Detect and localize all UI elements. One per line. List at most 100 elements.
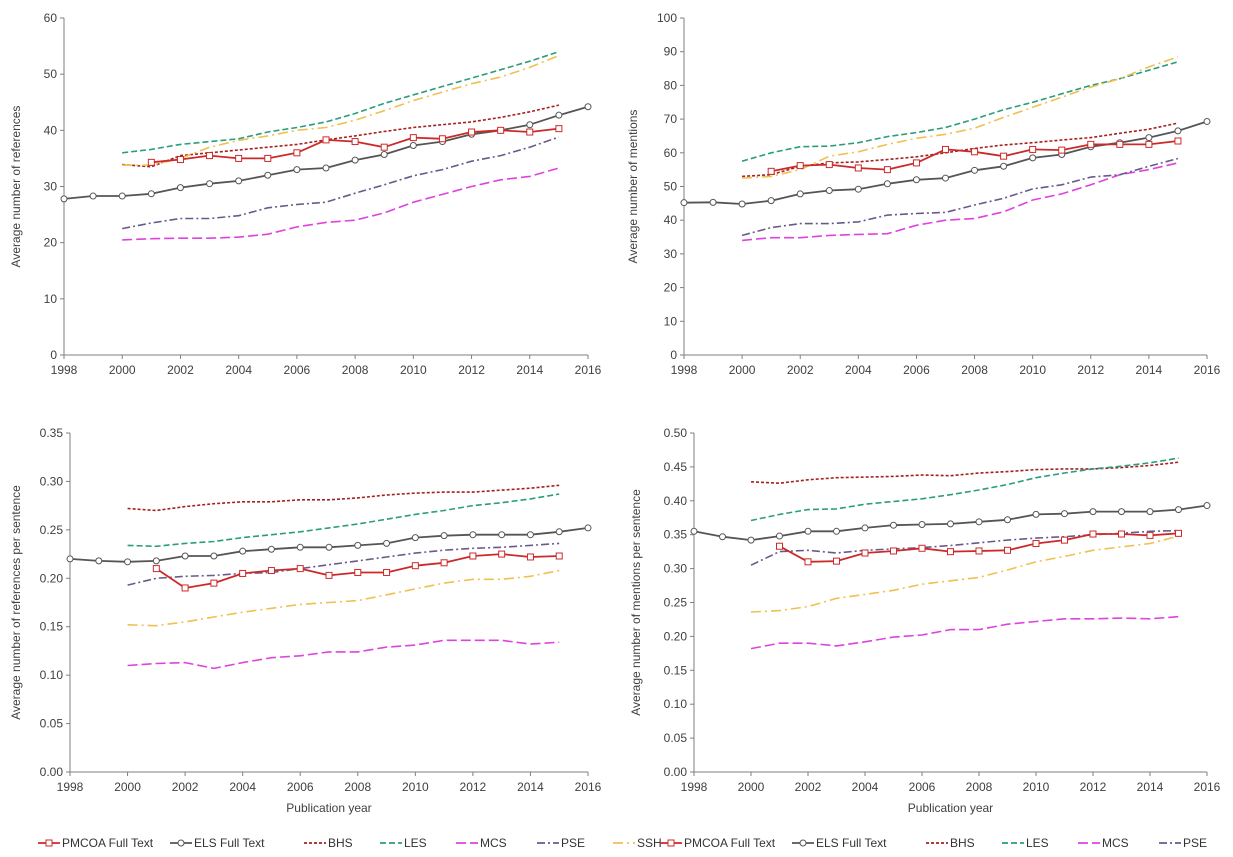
x-tick-label: 2014	[1137, 780, 1164, 794]
data-point	[118, 192, 126, 200]
x-tick-label: 2012	[460, 780, 487, 794]
data-point	[825, 187, 833, 195]
x-tick-label: 2002	[172, 780, 199, 794]
data-point	[497, 126, 505, 134]
legend-label: MCS	[480, 836, 507, 850]
series-line-les	[750, 457, 1179, 522]
data-point	[124, 558, 132, 566]
x-tick-label: 2016	[1194, 363, 1221, 377]
y-tick-label: 40	[44, 123, 58, 137]
data-point	[325, 571, 333, 579]
data-point	[322, 164, 330, 172]
chart-panel-1: 0 10 20 30 40 50 60 1998 2000 2002 2004 2006 2008 201…	[9, 11, 602, 377]
data-point	[584, 524, 592, 532]
data-point	[66, 555, 74, 563]
y-tick-label: 0.00	[664, 765, 688, 779]
y-tick-label: 90	[664, 45, 678, 59]
legend-label: BHS	[950, 836, 975, 850]
x-tick-label: 2002	[787, 363, 814, 377]
x-tick-label: 2002	[167, 363, 194, 377]
y-tick-label: 0.35	[40, 426, 64, 440]
data-point	[1175, 529, 1182, 537]
y-tick-label: 0	[50, 348, 57, 362]
x-tick-label: 2006	[287, 780, 314, 794]
series-line-bhs	[127, 484, 560, 512]
data-point	[176, 184, 184, 192]
legend-label: SSH	[637, 836, 662, 850]
y-tick-label: 60	[664, 146, 678, 160]
x-tick-label: 2000	[109, 363, 136, 377]
series-line-mcs	[127, 639, 560, 670]
x-tick-label: 2004	[845, 363, 872, 377]
data-point	[60, 195, 68, 203]
data-point	[854, 164, 862, 172]
x-tick-label: 2004	[229, 780, 256, 794]
legend-marker	[667, 839, 675, 847]
data-point	[1004, 516, 1011, 524]
data-point	[296, 543, 304, 551]
data-point	[796, 162, 804, 170]
data-point	[411, 534, 419, 542]
data-point	[267, 545, 275, 553]
x-tick-label: 2006	[903, 363, 930, 377]
data-point	[206, 180, 214, 188]
data-point	[680, 199, 688, 207]
data-point	[1175, 506, 1182, 514]
chart-panel-3: 0.00 0.05 0.10 0.15 0.20 0.25 0.30 0.35 1998 2000…	[9, 426, 602, 815]
data-point	[89, 192, 97, 200]
y-tick-label: 0.00	[40, 765, 64, 779]
legend-item: MCS	[1078, 836, 1129, 850]
data-point	[1058, 146, 1066, 154]
data-point	[912, 159, 920, 167]
data-point	[498, 550, 506, 558]
data-point	[210, 579, 218, 587]
chart-panel-4: 0.00 0.05 0.10 0.15 0.20 0.25 0.30 0.35 0.40 0.45…	[629, 426, 1221, 815]
data-point	[239, 547, 247, 555]
data-point	[526, 553, 534, 561]
x-tick-label: 2006	[909, 780, 936, 794]
y-tick-label: 0.50	[664, 426, 688, 440]
y-tick-label: 30	[44, 180, 58, 194]
data-point	[351, 138, 359, 146]
y-axis-title: Average number of references	[9, 106, 23, 268]
x-tick-label: 2010	[1019, 363, 1046, 377]
x-tick-label: 2012	[458, 363, 485, 377]
data-point	[804, 558, 812, 566]
legend-item: PSE	[1159, 836, 1207, 850]
y-tick-label: 0.35	[664, 528, 688, 542]
y-tick-label: 50	[664, 180, 678, 194]
data-point	[1116, 140, 1124, 148]
data-point	[325, 543, 333, 551]
legend-label: MCS	[1102, 836, 1129, 850]
x-tick-label: 2014	[517, 780, 544, 794]
legend-marker	[45, 839, 53, 847]
data-point	[176, 156, 184, 164]
data-point	[861, 549, 869, 557]
data-point	[1087, 140, 1095, 148]
data-point	[1029, 154, 1037, 162]
data-point	[767, 197, 775, 205]
y-axis-title: Average number of references per sentenc…	[9, 485, 23, 720]
data-point	[912, 176, 920, 184]
series-line-les	[122, 50, 560, 154]
data-point	[738, 200, 746, 208]
data-point	[354, 568, 362, 576]
data-point	[354, 541, 362, 549]
data-point	[1203, 502, 1211, 510]
data-point	[383, 539, 391, 547]
data-point	[235, 154, 243, 162]
y-tick-label: 0.40	[664, 494, 688, 508]
x-tick-label: 2002	[795, 780, 822, 794]
legend-item: MCS	[456, 836, 507, 850]
data-point	[210, 552, 218, 560]
legend-1: PMCOA Full Text ELS Full Text BHS LES MCS PSE…	[38, 836, 662, 850]
data-point	[380, 143, 388, 151]
legend-item: ELS Full Text	[792, 836, 887, 850]
legend-label: LES	[1026, 836, 1049, 850]
x-tick-label: 2004	[852, 780, 879, 794]
data-point	[526, 121, 534, 129]
data-point	[918, 544, 926, 552]
y-tick-label: 0	[670, 348, 677, 362]
y-tick-label: 0.20	[40, 571, 64, 585]
